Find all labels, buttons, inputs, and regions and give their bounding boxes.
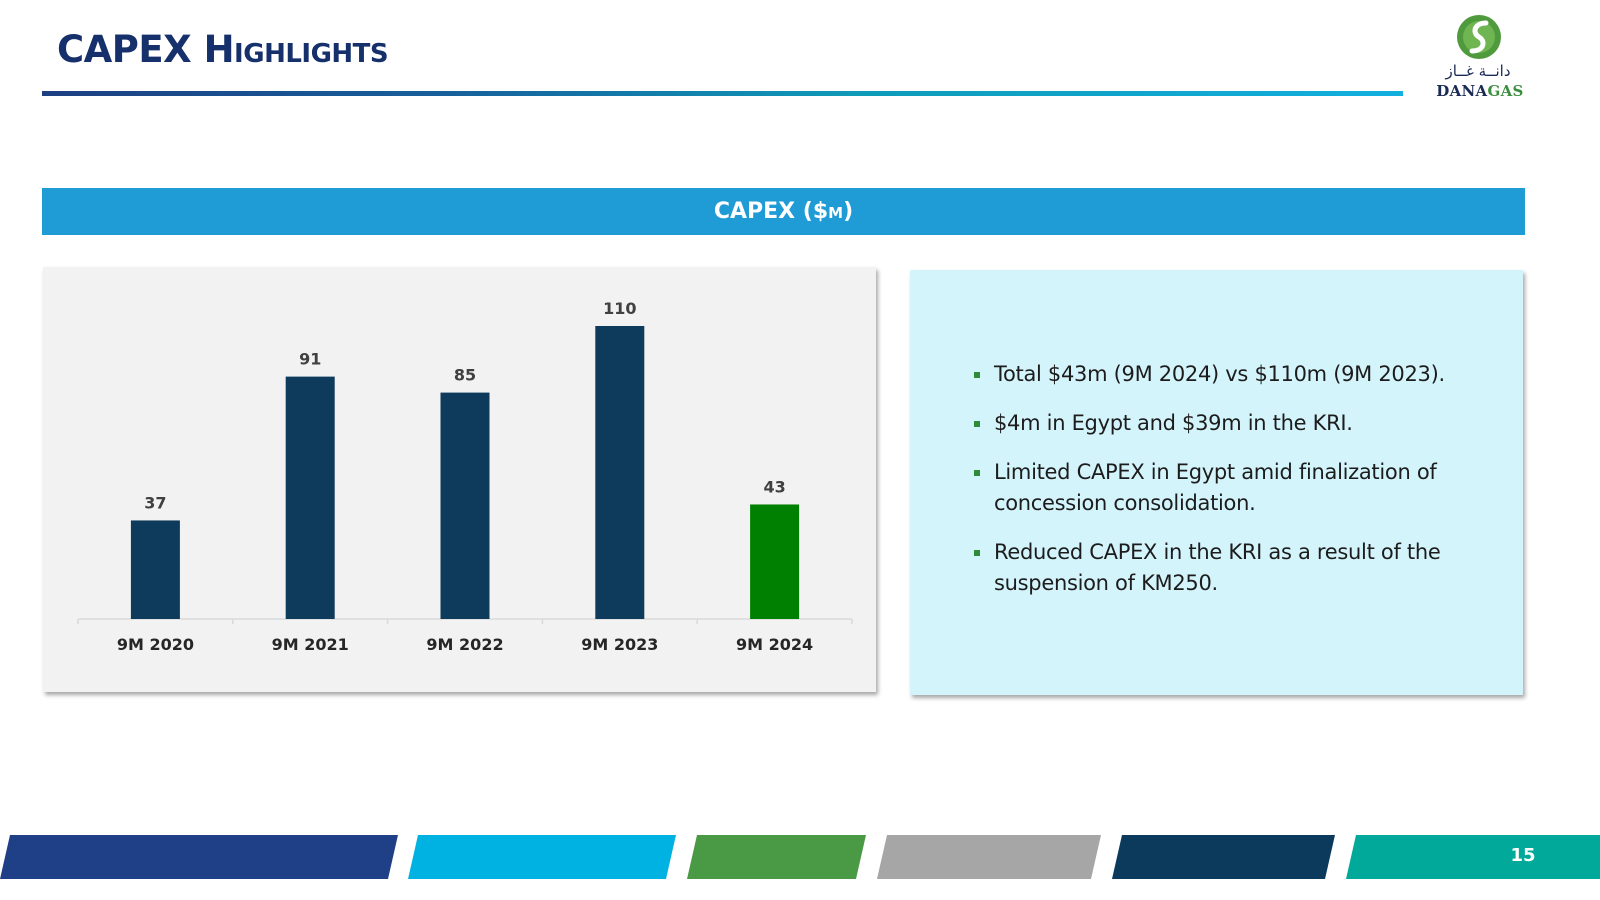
title-underline [42,91,1403,96]
commentary-bullet: Reduced CAPEX in the KRI as a result of … [972,537,1492,599]
commentary-bullet-list: Total $43m (9M 2024) vs $110m (9M 2023).… [972,359,1492,617]
page-number: 15 [1510,845,1536,866]
footer-segment-cyan [408,835,676,879]
bar-value-label: 91 [299,350,321,369]
footer-segment-navy [0,835,398,879]
bar-value-label: 37 [144,493,166,512]
commentary-bullet: Total $43m (9M 2024) vs $110m (9M 2023). [972,359,1492,390]
commentary-bullet: $4m in Egypt and $39m in the KRI. [972,408,1492,439]
capex-commentary-panel: Total $43m (9M 2024) vs $110m (9M 2023).… [910,270,1523,695]
dana-gas-logo: دانــة غــاز DANAGAS [1436,12,1524,102]
footer-segment-dark-blue [1112,835,1335,879]
dana-gas-logo-icon [1457,15,1501,59]
bar-9m-2021 [285,376,335,619]
section-banner: CAPEX ($m) [42,188,1525,235]
bar-9m-2024 [750,504,800,619]
bar-value-label: 110 [603,299,636,318]
page-title: CAPEX Highlights [57,28,389,71]
logo-latin-dana: DANA [1436,82,1488,100]
capex-chart-panel: 37 9M 2020 91 9M 2021 85 9M 2022 110 9M 2023 43 9… [43,267,876,692]
capex-bar-chart: 37 9M 2020 91 9M 2021 85 9M 2022 110 9M 2023 43 9… [77,299,853,654]
x-axis-category-label: 9M 2024 [736,635,813,654]
x-axis-category-label: 9M 2023 [581,635,658,654]
commentary-bullet: Limited CAPEX in Egypt amid finalization… [972,457,1492,519]
logo-latin-gas: GAS [1487,82,1524,100]
logo-latin-text: DANAGAS [1436,82,1524,100]
bar-9m-2020 [130,520,180,619]
bar-9m-2023 [595,326,645,619]
logo-arabic-text: دانــة غــاز [1445,62,1511,80]
bar-value-label: 85 [454,366,476,385]
footer-color-band [0,835,1600,879]
x-axis-category-label: 9M 2020 [117,635,194,654]
footer-segment-grey [877,835,1101,879]
footer-segment-teal [1346,835,1600,879]
footer-segment-green [687,835,866,879]
bar-value-label: 43 [763,477,785,496]
x-axis-category-label: 9M 2022 [426,635,503,654]
bar-9m-2022 [440,392,490,619]
x-axis-category-label: 9M 2021 [272,635,349,654]
